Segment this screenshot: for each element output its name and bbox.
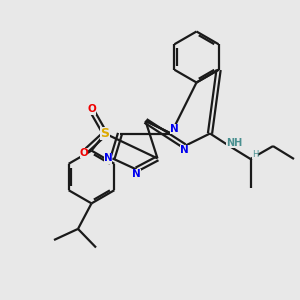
Text: N: N [169, 124, 178, 134]
Text: NH: NH [226, 137, 242, 148]
Text: O: O [80, 148, 88, 158]
Text: S: S [100, 127, 109, 140]
Text: N: N [103, 153, 112, 164]
Text: N: N [132, 169, 141, 179]
Text: H: H [252, 150, 258, 159]
Text: O: O [87, 104, 96, 115]
Text: N: N [180, 145, 189, 155]
